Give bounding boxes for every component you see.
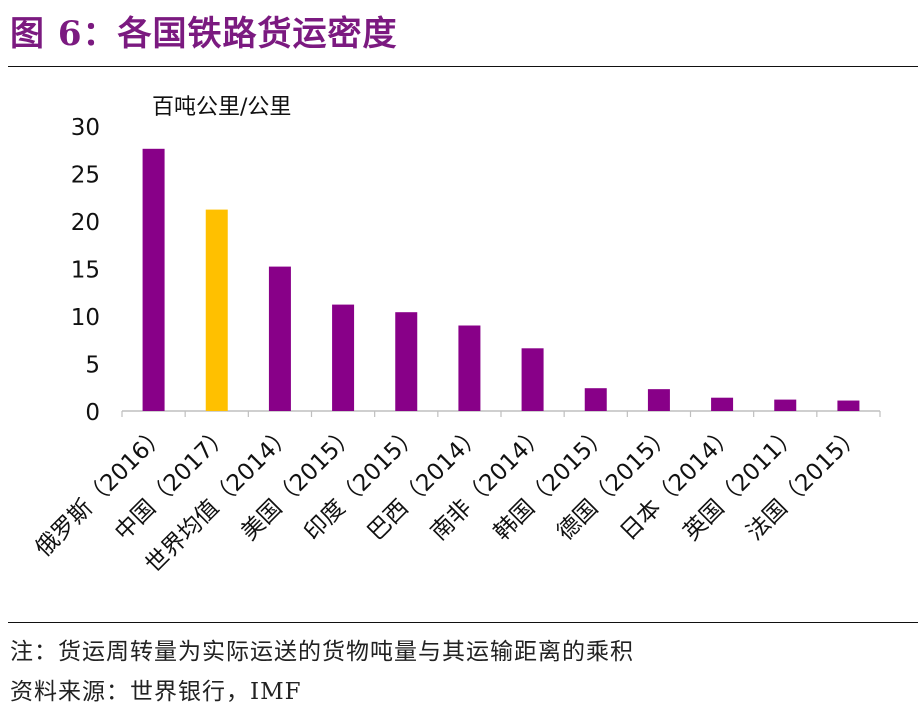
y-tick-label: 15 [71, 258, 100, 284]
bar-9 [711, 397, 734, 411]
title-divider [8, 66, 918, 67]
unit-label: 百吨公里/公里 [152, 95, 291, 120]
bar-2 [268, 266, 291, 411]
bar-0 [142, 148, 165, 412]
x-category-label: 法国（2015） [742, 421, 867, 546]
bar-4 [395, 312, 418, 411]
bar-1 [205, 209, 228, 411]
chart-note: 注：货运周转量为实际运送的货物吨量与其运输距离的乘积 [10, 639, 634, 665]
bar-8 [647, 389, 670, 411]
chart-source: 资料来源：世界银行，IMF [10, 679, 302, 705]
bar-chart: 百吨公里/公里051015202530俄罗斯（2016）中国（2017）世界均值… [31, 95, 881, 578]
y-tick-label: 20 [71, 210, 100, 236]
y-tick-label: 30 [71, 115, 100, 141]
bar-3 [332, 304, 355, 411]
y-tick-label: 10 [71, 305, 100, 331]
bar-10 [774, 399, 797, 411]
y-tick-label: 0 [85, 400, 100, 426]
bar-11 [837, 400, 860, 411]
bar-6 [521, 348, 544, 411]
y-tick-label: 5 [85, 353, 100, 379]
figure-title: 图 6：各国铁路货运密度 [10, 14, 398, 54]
footer-divider [8, 622, 918, 623]
bar-5 [458, 325, 481, 411]
y-tick-label: 25 [71, 163, 100, 189]
bar-7 [584, 388, 607, 411]
